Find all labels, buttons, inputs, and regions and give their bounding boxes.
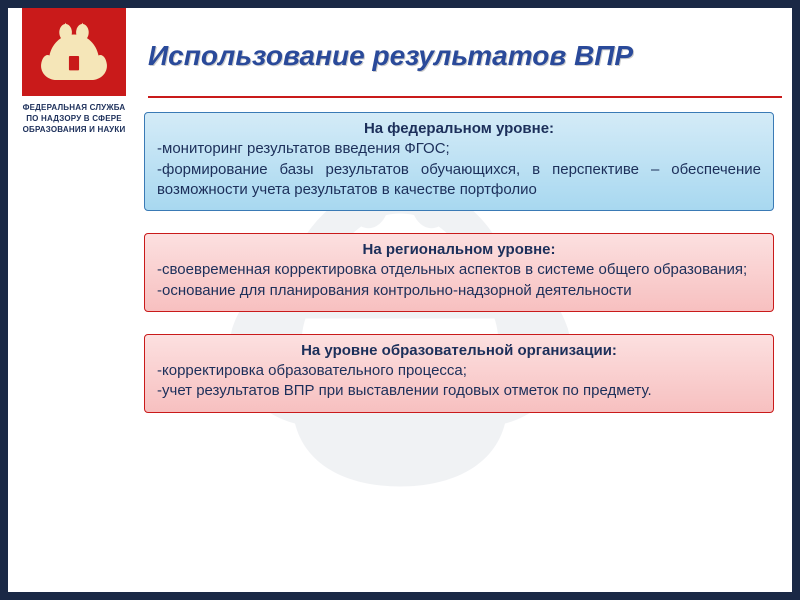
- box-item: формирование базы результатов обучающихс…: [157, 160, 761, 201]
- box-list: корректировка образовательного процесса;…: [157, 361, 761, 402]
- box-organization: На уровне образовательной организации: к…: [144, 334, 774, 413]
- box-list: своевременная корректировка отдельных ас…: [157, 260, 761, 301]
- logo-caption-line: ПО НАДЗОРУ В СФЕРЕ: [22, 113, 126, 124]
- logo-caption-line: ОБРАЗОВАНИЯ И НАУКИ: [22, 124, 126, 135]
- logo-block: ФЕДЕРАЛЬНАЯ СЛУЖБА ПО НАДЗОРУ В СФЕРЕ ОБ…: [22, 8, 126, 136]
- title-underline: [148, 96, 782, 98]
- box-item: мониторинг результатов введения ФГОС;: [157, 139, 761, 159]
- box-item: корректировка образовательного процесса;: [157, 361, 761, 381]
- box-item: основание для планирования контрольно-на…: [157, 281, 761, 301]
- logo-caption-line: ФЕДЕРАЛЬНАЯ СЛУЖБА: [22, 102, 126, 113]
- eagle-icon: [39, 17, 109, 87]
- logo-emblem: [22, 8, 126, 96]
- box-item: своевременная корректировка отдельных ас…: [157, 260, 761, 280]
- box-regional: На региональном уровне: своевременная ко…: [144, 233, 774, 312]
- logo-caption: ФЕДЕРАЛЬНАЯ СЛУЖБА ПО НАДЗОРУ В СФЕРЕ ОБ…: [22, 102, 126, 136]
- slide: ФЕДЕРАЛЬНАЯ СЛУЖБА ПО НАДЗОРУ В СФЕРЕ ОБ…: [8, 8, 792, 592]
- slide-title: Использование результатов ВПР: [148, 40, 772, 72]
- box-list: мониторинг результатов введения ФГОС; фо…: [157, 139, 761, 200]
- content-boxes: На федеральном уровне: мониторинг резуль…: [144, 112, 774, 435]
- box-federal: На федеральном уровне: мониторинг резуль…: [144, 112, 774, 211]
- box-item: учет результатов ВПР при выставлении год…: [157, 381, 761, 401]
- box-header: На федеральном уровне:: [157, 119, 761, 139]
- box-header: На уровне образовательной организации:: [157, 341, 761, 361]
- box-header: На региональном уровне:: [157, 240, 761, 260]
